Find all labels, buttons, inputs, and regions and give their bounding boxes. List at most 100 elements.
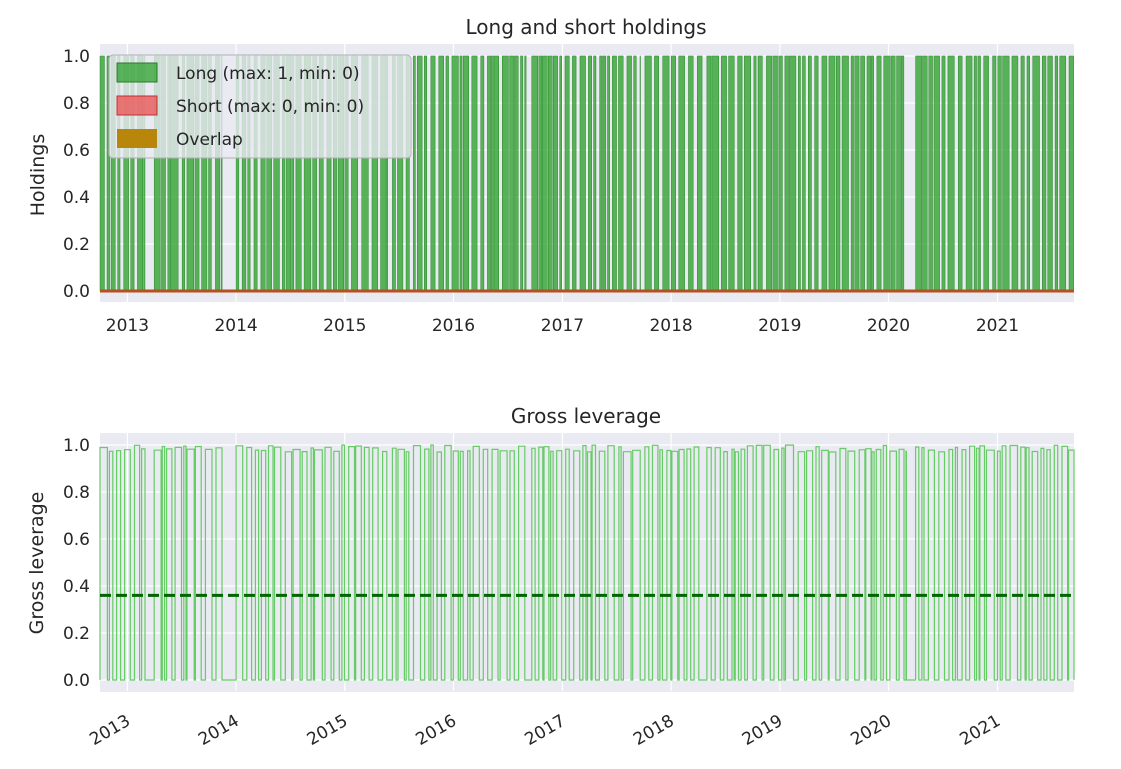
holdings-y-label: Holdings — [27, 134, 49, 217]
long-holding-bar — [997, 55, 1002, 292]
long-holding-bar — [697, 55, 703, 292]
holdings-y-tick-label: 0.8 — [63, 94, 90, 114]
holdings-title: Long and short holdings — [465, 15, 706, 39]
long-holding-bar — [633, 55, 637, 292]
legend-label-short: Short (max: 0, min: 0) — [176, 97, 364, 117]
leverage-title: Gross leverage — [511, 404, 661, 428]
long-holding-bar — [626, 55, 632, 292]
long-holding-bar — [487, 55, 491, 292]
long-holding-bar — [588, 55, 592, 292]
long-holding-bar — [766, 55, 772, 292]
leverage-x-tick-label: 2017 — [521, 711, 568, 750]
long-holding-bar — [564, 55, 570, 292]
long-holding-bar — [1002, 55, 1010, 292]
legend-label-long: Long (max: 1, min: 0) — [176, 64, 360, 84]
holdings-x-tick-label: 2019 — [758, 316, 801, 336]
long-holding-bar — [531, 55, 538, 292]
long-holding-bar — [99, 55, 105, 292]
long-holding-bar — [933, 55, 940, 292]
long-holding-bar — [828, 55, 836, 292]
holdings-y-tick-label: 0.0 — [63, 282, 90, 302]
long-holding-bar — [1059, 55, 1067, 292]
long-holding-bar — [501, 55, 509, 292]
long-holding-bar — [922, 55, 928, 292]
long-holding-bar — [572, 55, 577, 292]
long-holding-bar — [957, 55, 963, 292]
leverage-y-tick-label: 1.0 — [63, 436, 90, 456]
long-holding-bar — [890, 55, 896, 292]
long-holding-bar — [753, 55, 757, 292]
long-holding-bar — [644, 55, 652, 292]
holdings-y-ticks: 0.0 0.2 0.4 0.6 0.8 1.0 — [63, 47, 90, 302]
leverage-y-tick-label: 0.0 — [63, 671, 90, 691]
leverage-x-tick-label: 2020 — [848, 711, 895, 750]
holdings-y-tick-label: 0.2 — [63, 235, 90, 255]
leverage-y-tick-label: 0.6 — [63, 530, 90, 550]
holdings-x-tick-label: 2021 — [976, 316, 1019, 336]
holdings-x-tick-label: 2020 — [867, 316, 910, 336]
holdings-x-ticks: 2013 2014 2015 2016 2017 2018 2019 2020 2021 — [106, 316, 1019, 336]
long-holding-bar — [1047, 55, 1053, 292]
leverage-x-tick-label: 2014 — [195, 711, 242, 750]
long-holding-bar — [1032, 55, 1040, 292]
long-holding-bar — [757, 55, 763, 292]
long-holding-bar — [1042, 55, 1047, 292]
long-holding-bar — [836, 55, 841, 292]
long-holding-bar — [814, 55, 819, 292]
long-holding-bar — [706, 55, 712, 292]
long-holding-bar — [514, 55, 519, 292]
long-holding-bar — [721, 55, 727, 292]
legend-swatch-overlap — [117, 129, 157, 148]
long-holding-bar — [445, 55, 449, 292]
holdings-x-tick-label: 2016 — [432, 316, 475, 336]
long-holding-bar — [459, 55, 463, 292]
long-holding-bar — [860, 55, 865, 292]
long-holding-bar — [413, 55, 416, 292]
long-holding-bar — [480, 55, 485, 292]
long-holding-bar — [541, 55, 548, 292]
leverage-x-tick-label: 2018 — [630, 711, 677, 750]
long-holding-bar — [728, 55, 735, 292]
holdings-y-tick-label: 0.4 — [63, 188, 90, 208]
long-holding-bar — [711, 55, 720, 292]
long-holding-bar — [654, 55, 659, 292]
long-holding-bar — [579, 55, 586, 292]
leverage-y-tick-label: 0.8 — [63, 483, 90, 503]
holdings-subplot: 0.00.20.40.60.81.0 2013 2014 2015 2016 2017 2… — [27, 15, 1074, 336]
holdings-x-tick-label: 2013 — [106, 316, 149, 336]
long-holding-bar — [607, 55, 610, 292]
long-holding-bar — [854, 55, 860, 292]
long-holding-bar — [471, 55, 478, 292]
long-holding-bar — [866, 55, 871, 292]
long-holding-bar — [788, 55, 797, 292]
long-holding-bar — [915, 55, 923, 292]
leverage-line — [99, 444, 1075, 681]
long-holding-bar — [928, 55, 933, 292]
long-holding-bar — [744, 55, 751, 292]
long-holding-bar — [490, 55, 494, 292]
holdings-y-tick-label: 1.0 — [63, 47, 90, 67]
long-holding-bar — [977, 55, 981, 292]
long-holding-bar — [841, 55, 849, 292]
long-holding-bar — [438, 55, 444, 292]
long-holding-bar — [876, 55, 882, 292]
long-holding-bar — [871, 55, 874, 292]
leverage-x-tick-label: 2016 — [412, 711, 459, 750]
leverage-x-tick-label: 2013 — [86, 711, 133, 750]
leverage-x-tick-label: 2019 — [739, 711, 786, 750]
long-holding-bar — [896, 55, 901, 292]
long-holding-bar — [947, 55, 955, 292]
long-holding-bar — [883, 55, 891, 292]
legend-swatch-long — [116, 62, 158, 83]
long-holding-bar — [808, 55, 812, 292]
long-holding-bar — [462, 55, 470, 292]
long-holding-bar — [1020, 55, 1025, 292]
leverage-x-tick-label: 2021 — [957, 711, 1004, 750]
legend-swatch-short — [116, 95, 158, 116]
long-holding-bar — [559, 55, 562, 292]
holdings-y-tick-label: 0.6 — [63, 141, 90, 161]
long-holding-bar — [983, 55, 989, 292]
long-holding-bar — [965, 55, 973, 292]
long-holding-bar — [737, 55, 743, 292]
long-holding-bar — [821, 55, 828, 292]
